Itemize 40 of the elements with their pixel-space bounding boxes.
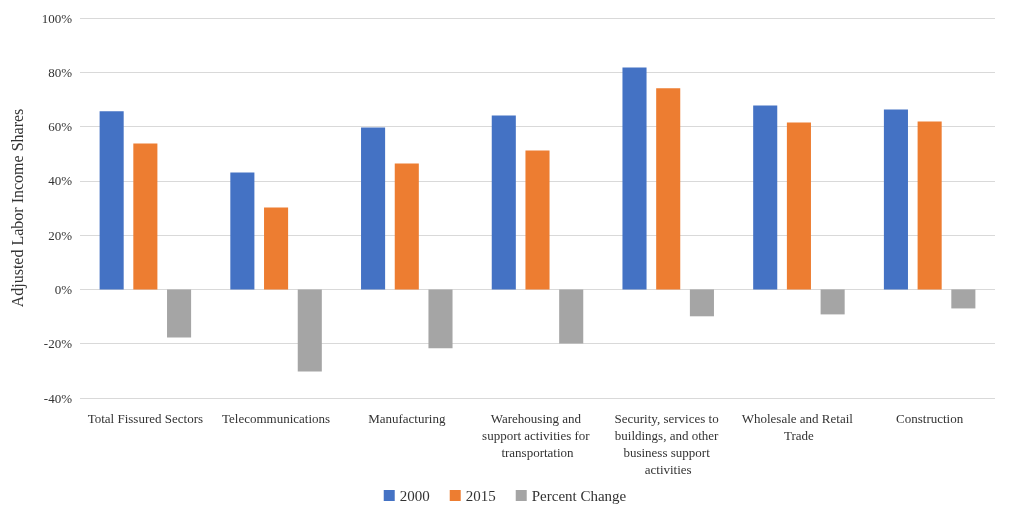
x-tick-label: Warehousing and support activities for transportation	[482, 411, 593, 460]
x-tick-label: Total Fissured Sectors	[87, 411, 204, 426]
bar	[491, 115, 516, 290]
x-tick-label: Construction	[896, 411, 964, 426]
bar	[559, 289, 584, 344]
bar	[917, 121, 942, 290]
legend-label: 2015	[465, 487, 496, 504]
bar	[883, 109, 908, 290]
bar	[297, 289, 322, 372]
bar	[99, 111, 124, 290]
y-tick-label: 20%	[48, 227, 73, 243]
bar	[656, 88, 681, 290]
bar	[525, 150, 550, 290]
x-tick-label: Telecommunications	[222, 411, 331, 426]
bar	[264, 207, 289, 290]
bar	[167, 289, 192, 338]
bar	[394, 163, 419, 290]
bar	[951, 289, 976, 309]
x-tick-label: Security, services to buildings, and other business support activities	[614, 411, 722, 477]
x-tick-label: Manufacturing	[368, 411, 446, 426]
legend-label: Percent Change	[531, 487, 627, 504]
bar	[622, 67, 647, 290]
legend-label: 2000	[399, 487, 430, 504]
y-tick-label: 40%	[48, 173, 73, 189]
y-tick-label: 60%	[48, 119, 73, 135]
bar	[428, 289, 453, 349]
y-tick-label: 80%	[48, 64, 73, 80]
y-tick-label: -40%	[43, 390, 73, 406]
bar	[230, 172, 255, 290]
bar	[820, 289, 845, 315]
y-axis-title: Adjusted Labor Income Shares	[8, 108, 27, 308]
bar	[133, 143, 158, 290]
bar	[689, 289, 714, 317]
bar	[753, 105, 778, 290]
y-tick-label: -20%	[43, 336, 73, 352]
y-tick-label: 0%	[54, 281, 73, 297]
bar	[786, 122, 811, 290]
x-tick-label: Wholesale and Retail Trade	[741, 411, 857, 443]
y-tick-label: 100%	[41, 10, 73, 26]
bar	[361, 127, 386, 290]
